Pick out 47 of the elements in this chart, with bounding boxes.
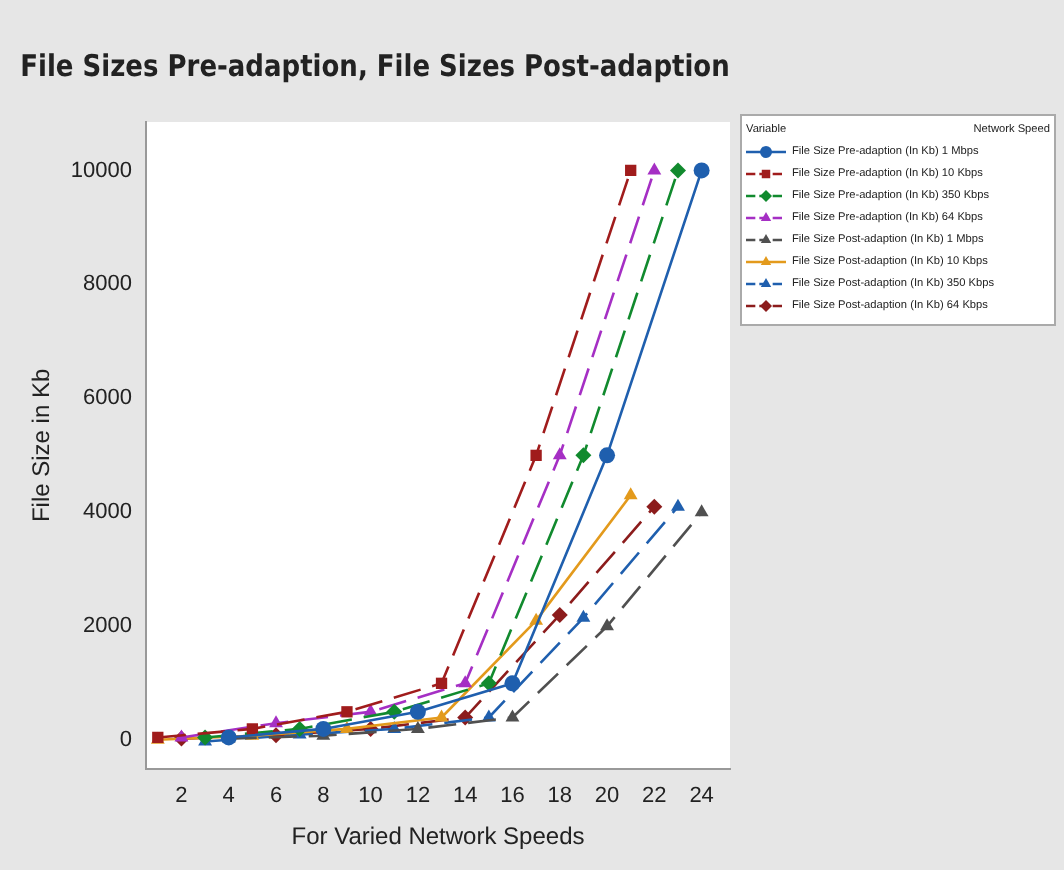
- point: [647, 162, 662, 175]
- x-tick-label: 8: [317, 784, 330, 809]
- y-tick-label: 8000: [83, 272, 132, 297]
- point: [315, 720, 332, 737]
- point: [434, 709, 449, 722]
- x-axis-title: For Varied Network Speeds: [291, 822, 585, 851]
- point: [623, 487, 638, 500]
- x-tick-label: 20: [594, 784, 620, 809]
- point: [410, 720, 425, 733]
- y-axis-title: File Size in Kb: [27, 368, 56, 523]
- point: [671, 498, 685, 511]
- chart-title: File Sizes Pre-adaption, File Sizes Post-adaption: [20, 50, 730, 85]
- x-tick-label: 6: [269, 784, 283, 809]
- point: [530, 449, 542, 462]
- x-tick-label: 24: [689, 784, 714, 809]
- point: [669, 162, 686, 179]
- point: [693, 162, 710, 179]
- point: [435, 677, 448, 689]
- y-tick-label: 2000: [83, 614, 132, 639]
- point: [646, 498, 663, 515]
- point: [409, 703, 426, 720]
- point: [576, 609, 591, 622]
- point: [504, 675, 521, 692]
- point: [600, 618, 614, 631]
- y-tick-label: 0: [119, 728, 132, 753]
- x-tick-label: 18: [547, 784, 573, 809]
- point: [246, 723, 259, 735]
- point: [505, 709, 520, 722]
- y-tick-label: 6000: [83, 386, 132, 411]
- x-tick-label: 14: [452, 784, 478, 809]
- x-tick-label: 4: [222, 784, 235, 809]
- x-tick-label: 16: [500, 784, 525, 809]
- point: [599, 447, 616, 464]
- point: [575, 447, 592, 464]
- x-tick-label: 12: [405, 784, 431, 809]
- point: [552, 447, 567, 460]
- y-tick-label: 4000: [83, 500, 132, 525]
- x-tick-label: 2: [175, 784, 188, 809]
- point: [551, 606, 568, 623]
- point: [458, 675, 473, 688]
- x-tick-label: 10: [358, 784, 383, 809]
- x-tick-label: 22: [642, 784, 667, 809]
- point: [694, 504, 709, 517]
- point: [625, 164, 637, 177]
- point: [480, 675, 497, 692]
- y-tick-label: 10000: [70, 158, 132, 183]
- point: [341, 706, 353, 718]
